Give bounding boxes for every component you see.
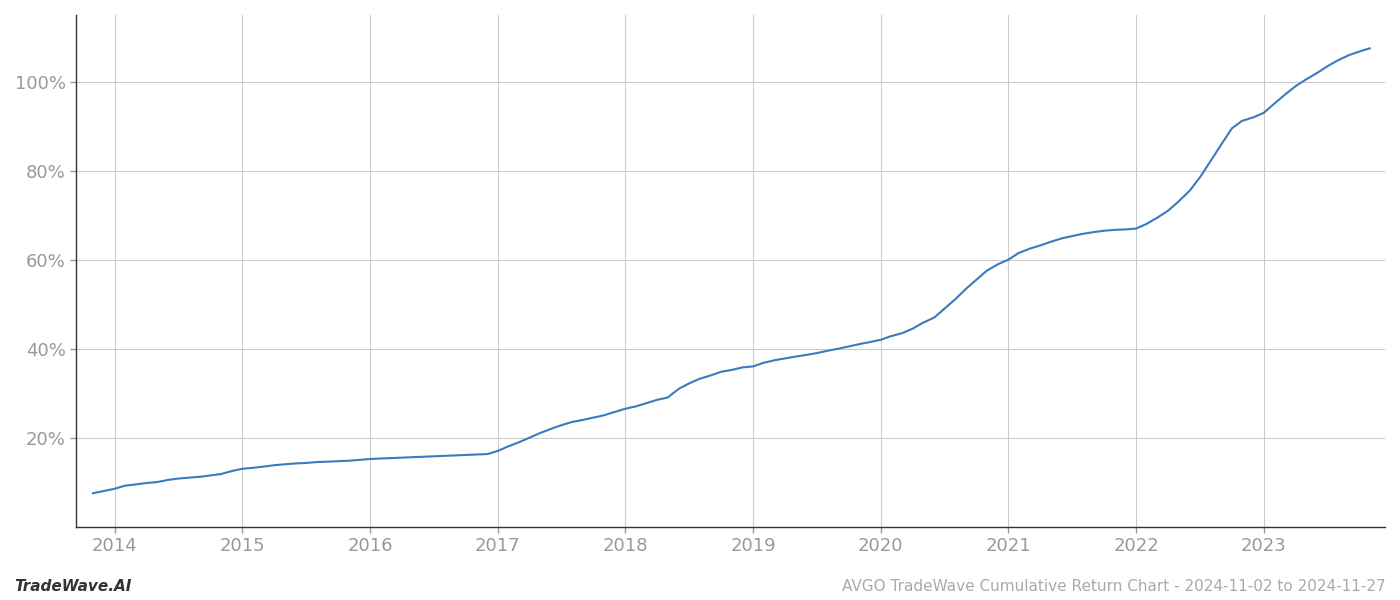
- Text: AVGO TradeWave Cumulative Return Chart - 2024-11-02 to 2024-11-27: AVGO TradeWave Cumulative Return Chart -…: [843, 579, 1386, 594]
- Text: TradeWave.AI: TradeWave.AI: [14, 579, 132, 594]
